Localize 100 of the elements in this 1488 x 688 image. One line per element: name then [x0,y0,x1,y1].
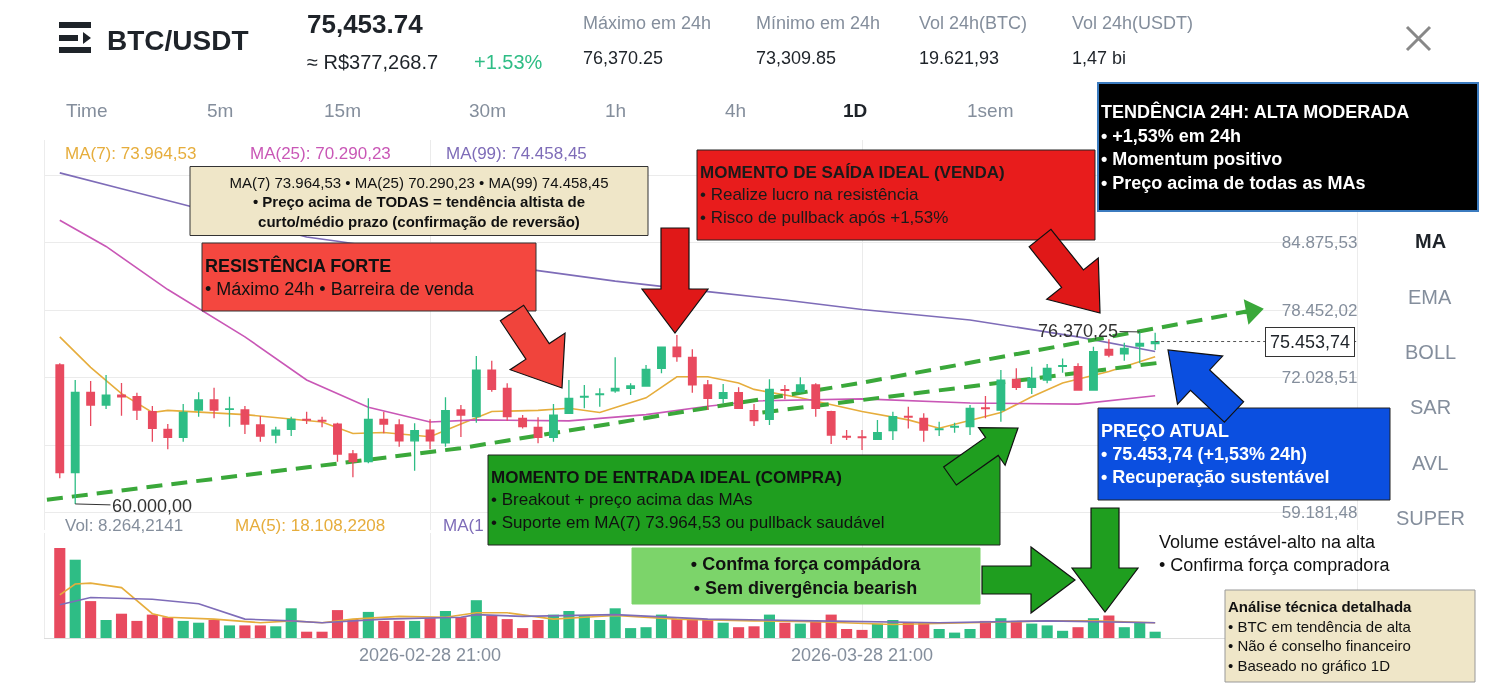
candlestick [363,397,373,465]
candlestick [1042,363,1052,384]
candlestick [1073,362,1083,392]
candlestick [1058,357,1068,374]
text: MA(1 [443,516,484,535]
bar [208,620,220,638]
bar [193,622,205,638]
annotation: Volume estável-alto na alta • Confirma força compradora [1159,532,1391,576]
candlestick [70,379,80,505]
candlestick [749,403,759,427]
candlestick [965,404,975,436]
candlestick [934,421,944,437]
candlestick [919,412,929,443]
candlestick [487,360,497,393]
y-tick-label: 78.452,02 [1281,300,1358,320]
candlestick [996,369,1006,423]
text: MA(5): 18.108,2208 [235,516,386,535]
bar [856,629,868,638]
candlestick [132,392,142,421]
candlestick [456,404,466,438]
bar [378,620,390,638]
candlestick [610,356,620,394]
candlestick [1135,331,1145,364]
bar [177,620,189,638]
bar [517,628,529,638]
bar [779,622,791,638]
bar [1026,623,1038,638]
annotation: MOMENTO DE ENTRADA IDEAL (COMPRA) • Breakout + preço acima das MAs • Suporte em MA(7) 73.964,53 ou pullback saudável [491,468,885,532]
text: 76,370.25 [583,48,664,68]
candlestick [394,418,404,448]
bar [933,629,945,638]
candlestick [240,405,250,435]
candlestick [718,383,728,404]
text: 75,453.74 [307,9,424,39]
candlestick [795,376,805,394]
bar [85,601,97,638]
bar [270,626,282,638]
candlestick [502,382,512,422]
x-tick-label: 2026-03-28 21:00 [790,644,934,665]
candlestick [888,411,898,441]
bar [409,620,421,638]
candlestick [1089,346,1098,392]
text: BOLL [1405,341,1457,363]
x-tick-label: 2026-02-28 21:00 [358,644,502,665]
bar [239,625,251,638]
bar [439,611,452,638]
candlestick [518,414,528,430]
text: 30m [469,100,506,121]
text: 4h [725,100,747,121]
text: Máximo em 24h [583,13,712,33]
candlestick [903,406,913,430]
bar [393,620,405,638]
bar [671,619,683,638]
candlestick [194,391,204,418]
bar [115,613,128,638]
candlestick [873,419,882,441]
text: 73,309.85 [756,48,837,68]
candlestick [348,449,358,478]
text: MA(25): 70.290,23 [250,144,391,163]
text: Vol 24h(USDT) [1072,13,1194,33]
annotation: 76.370,25 [1038,321,1119,341]
candlestick [626,382,636,396]
candlestick [471,355,481,424]
candlestick [811,382,821,418]
bar [733,627,745,638]
bar [640,627,652,638]
bar [100,620,112,638]
candlestick [826,410,836,445]
bar [223,625,236,638]
text: Mínimo em 24h [756,13,881,33]
candlestick [333,422,342,463]
candlestick [734,386,744,410]
y-tick-label: 59.181,48 [1281,503,1358,523]
candlestick [317,416,327,428]
candlestick [857,429,867,451]
candlestick [271,426,281,444]
candlestick [1104,338,1114,358]
bar [995,618,1007,638]
bar [69,559,81,638]
candlestick [765,378,774,426]
bar [841,629,853,638]
candlestick [842,429,852,441]
candlestick [657,345,666,374]
bar [794,623,806,638]
bar [162,617,174,638]
annotation: • Confma força compádora • Sem divergência bearish [690,554,922,598]
bar [486,615,498,638]
bar [455,617,467,638]
candlestick [1011,367,1021,391]
bar [686,619,698,638]
bar [316,631,328,638]
bar [748,626,760,638]
text: MA [1415,230,1447,252]
bar [1010,620,1022,638]
text: MA(99): 74.458,45 [446,144,587,163]
bar [594,620,606,638]
candlestick [533,416,543,444]
text: Vol 24h(BTC) [919,13,1028,33]
annotation: MA(7) 73.964,53 • MA(25) 70.290,23 • MA(99) 74.458,45 • Preço acima de TODAS = tendência altista de curto/médio prazo (confirmação de reversão) [229,173,609,230]
candlestick [86,380,96,427]
